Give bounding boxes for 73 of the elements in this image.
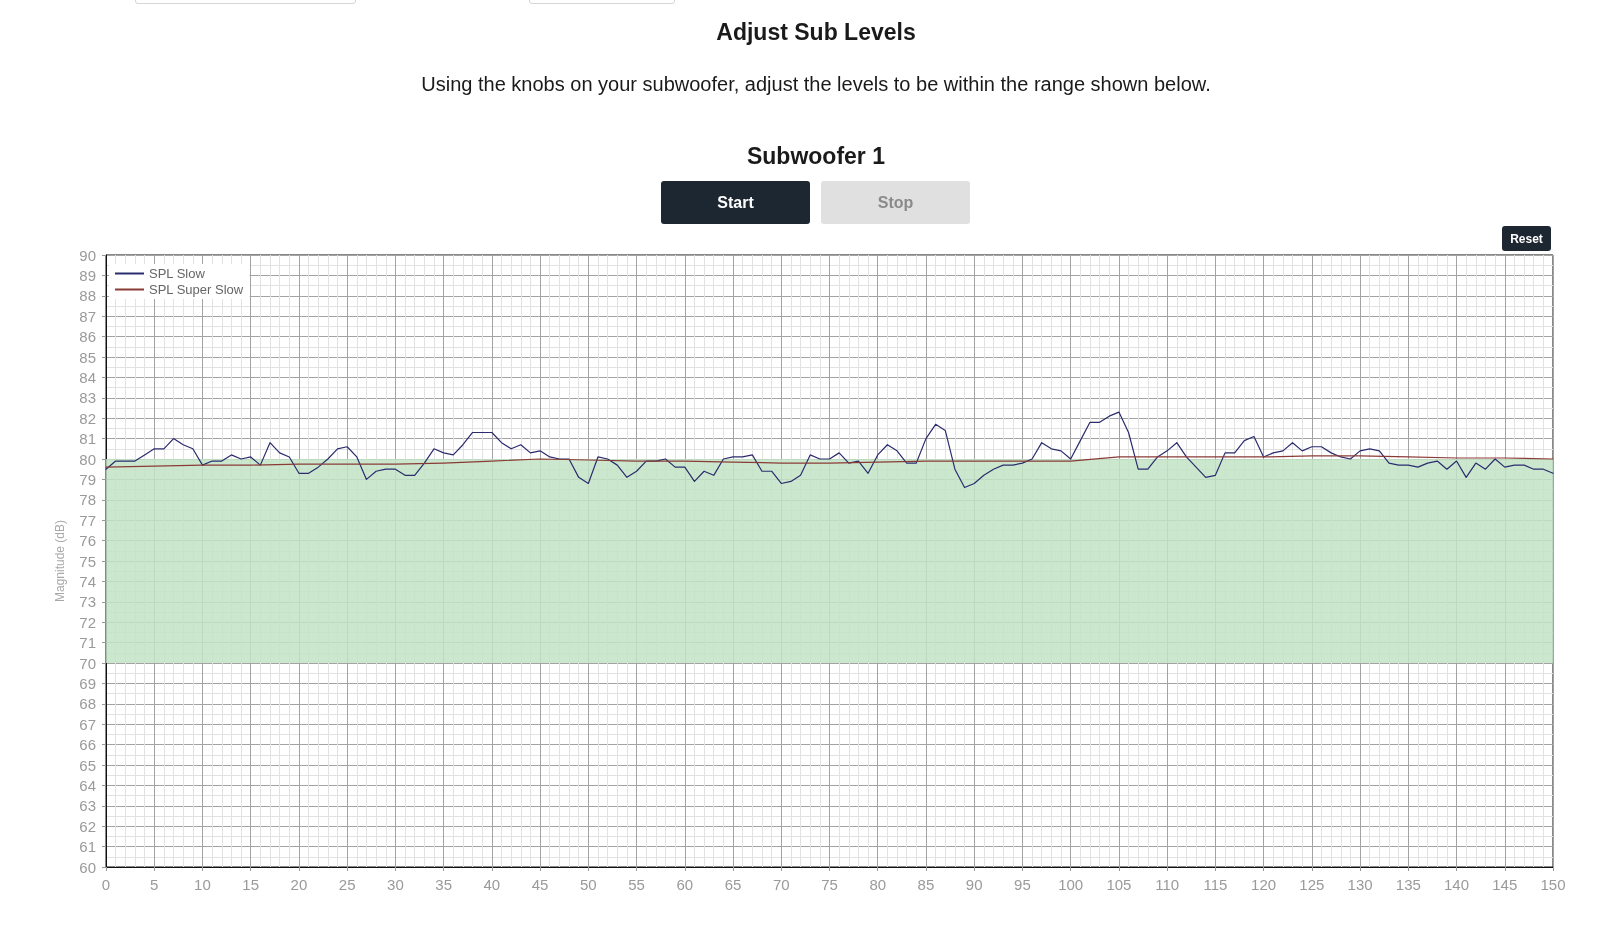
x-tick-label: 40 <box>483 876 501 893</box>
y-tick-label: 69 <box>79 674 96 692</box>
y-tick-label: 89 <box>79 266 96 284</box>
x-tick-label: 100 <box>1058 876 1084 893</box>
button: Stop <box>821 181 970 224</box>
y-tick-label: 87 <box>79 307 96 325</box>
y-tick-label: 62 <box>79 817 96 835</box>
y-tick-label: 78 <box>79 491 96 509</box>
y-tick-label: 85 <box>79 348 96 366</box>
chart-title: Adjust Sub Levels <box>715 18 917 47</box>
x-tick-label: 80 <box>869 876 887 893</box>
y-tick-label: 66 <box>79 736 96 754</box>
x-tick-label: 90 <box>965 876 983 893</box>
x-tick-label: 20 <box>290 876 308 893</box>
x-tick-label: 110 <box>1155 876 1180 893</box>
y-tick-label: 72 <box>79 613 96 631</box>
x-tick-label: 125 <box>1299 876 1325 893</box>
line-series <box>105 455 1554 468</box>
button: Start <box>661 181 810 224</box>
x-tick-label: 75 <box>821 876 838 893</box>
x-tick-label: 30 <box>387 876 404 893</box>
y-tick-label: 77 <box>79 511 96 529</box>
chart-subtitle: Using the knobs on your subwoofer, adjust the levels to be within the range shown below. <box>420 72 1212 97</box>
y-tick-label: 75 <box>79 552 96 570</box>
x-tick-label: 135 <box>1395 876 1421 893</box>
x-tick-label: 0 <box>101 876 111 893</box>
legend-label: SPL Super Slow <box>149 282 244 297</box>
legend-label: SPL Slow <box>149 266 206 281</box>
y-tick-label: 79 <box>79 470 96 488</box>
y-tick-label: 74 <box>79 572 96 590</box>
y-tick-label: 80 <box>79 450 96 468</box>
x-tick-label: 25 <box>338 876 356 893</box>
x-tick-label: 140 <box>1444 876 1470 893</box>
x-tick-label: 35 <box>435 876 452 893</box>
x-tick-label: 150 <box>1540 876 1566 893</box>
x-tick-label: 95 <box>1014 876 1031 893</box>
y-tick-label: 82 <box>79 409 96 427</box>
x-tick-label: 145 <box>1492 876 1518 893</box>
y-tick-label: 65 <box>79 756 96 774</box>
x-tick-label: 45 <box>531 876 549 893</box>
x-tick-label: 5 <box>150 876 159 893</box>
y-tick-label: 60 <box>79 858 96 876</box>
x-tick-label: 15 <box>242 876 260 893</box>
y-tick-label: 86 <box>79 328 96 346</box>
x-tick-label: 85 <box>917 876 935 893</box>
y-tick-label: 76 <box>79 532 96 550</box>
y-tick-label: 83 <box>79 389 96 407</box>
x-tick-label: 120 <box>1251 876 1277 893</box>
y-tick-label: 84 <box>79 368 96 386</box>
y-tick-label: 88 <box>79 287 96 305</box>
x-tick-label: 105 <box>1106 876 1132 893</box>
y-tick-label: 90 <box>79 246 96 264</box>
x-tick-label: 60 <box>676 876 694 893</box>
text: Subwoofer 1 <box>746 142 886 171</box>
y-tick-label: 67 <box>79 715 96 733</box>
x-tick-label: 65 <box>724 876 742 893</box>
y-tick-label: 64 <box>79 776 96 794</box>
y-tick-label: 63 <box>79 797 96 815</box>
y-tick-label: 73 <box>79 593 96 611</box>
line-series <box>105 411 1554 489</box>
y-tick-label: 61 <box>79 838 96 856</box>
y-tick-label: 81 <box>79 430 96 448</box>
y-tick-label: 71 <box>79 634 96 652</box>
button: Reset <box>1502 226 1551 251</box>
y-tick-label: 70 <box>79 654 96 672</box>
y-tick-label: 68 <box>79 695 96 713</box>
x-tick-label: 55 <box>628 876 645 893</box>
x-tick-label: 70 <box>772 876 790 893</box>
x-tick-label: 115 <box>1203 876 1228 893</box>
y-axis-title: Magnitude (dB) <box>53 519 67 603</box>
x-tick-label: 10 <box>194 876 211 893</box>
x-tick-label: 50 <box>579 876 597 893</box>
x-tick-label: 130 <box>1347 876 1373 893</box>
